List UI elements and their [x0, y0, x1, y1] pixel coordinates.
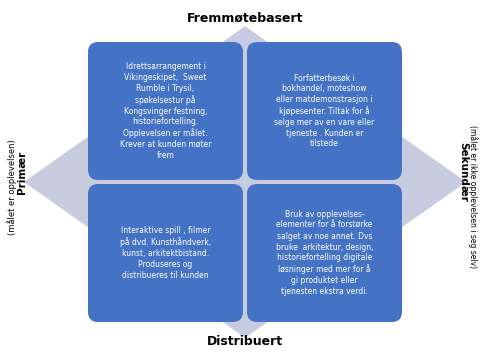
- Text: (målet er ikke opplevelsen i seg selv): (målet er ikke opplevelsen i seg selv): [468, 125, 478, 269]
- Text: Primær: Primær: [17, 150, 27, 194]
- Text: Sekundær: Sekundær: [458, 142, 468, 202]
- FancyBboxPatch shape: [247, 42, 402, 180]
- Text: Interaktive spill , filmer
på dvd. Kunsthåndverk,
kunst, arkitektbistand.
Produs: Interaktive spill , filmer på dvd. Kunst…: [120, 226, 211, 280]
- Text: Bruk av opplevelses-
elementer for å forstørke
salget av noe annet. Dvs
bruke  a: Bruk av opplevelses- elementer for å for…: [276, 210, 373, 296]
- Text: Fremmøtebasert: Fremmøtebasert: [187, 12, 303, 25]
- FancyBboxPatch shape: [88, 42, 243, 180]
- Polygon shape: [25, 27, 465, 337]
- FancyBboxPatch shape: [247, 184, 402, 322]
- Text: Distribuert: Distribuert: [207, 335, 283, 348]
- Text: Idrettsarrangement i
Vikingeskipet,  Sweet
Rumble i Trysil,
spøkelsestur på
Kong: Idrettsarrangement i Vikingeskipet, Swee…: [120, 62, 211, 159]
- Text: Forfatterbesøk i
bokhandel, moteshow
eller matdemonstrasjon i
kjøpesenter. Tilta: Forfatterbesøk i bokhandel, moteshow ell…: [275, 74, 374, 148]
- Text: (målet er opplevelsen): (målet er opplevelsen): [7, 139, 17, 235]
- FancyBboxPatch shape: [88, 184, 243, 322]
